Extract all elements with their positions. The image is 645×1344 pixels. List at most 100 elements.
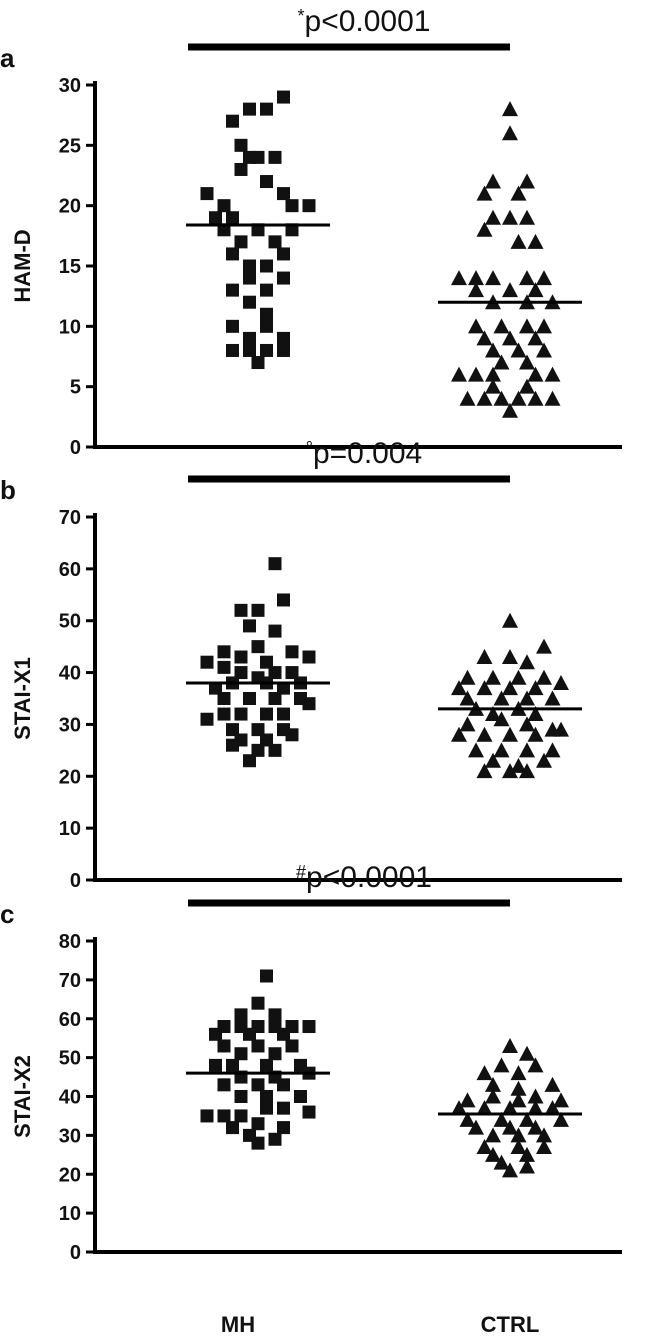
y-tick-label: 60 [59, 559, 81, 581]
data-point-mh [217, 223, 231, 237]
significance-pvalue: p=0.004 [313, 437, 422, 470]
y-tick-label: 20 [59, 196, 81, 218]
data-point-mh [277, 343, 290, 357]
significance-symbol: * [298, 6, 305, 26]
y-tick-label: 5 [70, 377, 81, 399]
data-point-ctrl [459, 716, 476, 732]
data-point-ctrl [536, 342, 552, 358]
data-point-ctrl [459, 1111, 476, 1127]
data-point-ctrl [476, 1139, 493, 1155]
data-point-ctrl [527, 726, 544, 742]
data-point-mh [243, 1027, 256, 1041]
data-point-ctrl [510, 669, 527, 685]
data-point-mh [302, 650, 316, 664]
data-point-mh [285, 645, 299, 659]
data-point-mh [234, 707, 248, 721]
data-point-ctrl [476, 330, 493, 346]
data-point-mh [217, 707, 231, 721]
data-point-ctrl [468, 318, 484, 334]
data-point-ctrl [519, 716, 535, 732]
data-point-mh [217, 660, 231, 674]
data-point-mh [234, 1090, 248, 1103]
y-tick-label: 40 [59, 663, 81, 685]
y-axis-label: HAM-D [10, 229, 35, 302]
data-point-ctrl [493, 742, 510, 758]
data-point-ctrl [519, 354, 535, 370]
data-point-mh [285, 1039, 299, 1053]
data-point-ctrl [459, 390, 476, 406]
data-point-mh [260, 343, 273, 357]
data-point-ctrl [502, 330, 518, 346]
data-point-mh [277, 707, 290, 721]
data-point-ctrl [553, 1111, 569, 1127]
data-point-mh [268, 235, 282, 249]
data-point-ctrl [519, 209, 535, 225]
y-tick-label: 50 [59, 611, 81, 633]
data-point-ctrl [519, 1045, 535, 1061]
data-point-mh [251, 150, 265, 164]
data-point-mh [226, 319, 239, 333]
panel-letter: b [0, 475, 16, 505]
y-tick-label: 0 [70, 1242, 81, 1264]
significance-symbol: # [296, 862, 306, 882]
data-point-ctrl [510, 185, 527, 201]
data-point-mh [234, 1109, 248, 1123]
x-category-label-mh: MH [221, 1312, 255, 1337]
data-point-ctrl [468, 366, 484, 382]
data-point-mh [209, 1058, 222, 1072]
data-point-mh [285, 728, 299, 742]
data-point-mh [243, 754, 256, 768]
data-point-ctrl [476, 649, 493, 665]
data-point-ctrl [510, 233, 527, 249]
data-point-ctrl [502, 282, 518, 298]
data-point-ctrl [527, 706, 544, 722]
data-point-mh [277, 247, 290, 261]
data-point-ctrl [527, 1057, 544, 1073]
significance-text: #p<0.0001 [296, 861, 432, 894]
data-point-mh [268, 1008, 282, 1022]
data-point-mh [268, 1047, 282, 1061]
y-tick-label: 40 [59, 1087, 81, 1109]
y-tick-label: 80 [59, 931, 81, 953]
data-point-ctrl [493, 1154, 510, 1170]
data-point-ctrl [485, 1088, 501, 1104]
data-point-mh [260, 707, 273, 721]
data-point-mh [217, 692, 231, 705]
data-point-mh [268, 666, 282, 680]
data-point-mh [217, 645, 231, 659]
data-point-ctrl [476, 1065, 493, 1081]
data-point-ctrl [510, 390, 527, 406]
data-point-mh [226, 1121, 239, 1135]
data-point-mh [251, 640, 265, 654]
data-point-ctrl [485, 209, 501, 225]
data-point-ctrl [510, 1139, 527, 1155]
data-point-ctrl [553, 1092, 569, 1108]
data-point-ctrl [527, 233, 544, 249]
data-point-mh [243, 295, 256, 309]
data-point-ctrl [510, 1080, 527, 1096]
data-point-mh [243, 692, 256, 705]
data-point-ctrl [476, 763, 493, 779]
data-point-ctrl [519, 763, 535, 779]
data-point-ctrl [485, 1127, 501, 1143]
data-point-mh [251, 996, 265, 1010]
data-point-ctrl [519, 270, 535, 286]
data-point-ctrl [544, 1076, 561, 1092]
data-point-mh [209, 1027, 222, 1041]
data-point-mh [277, 681, 290, 695]
data-point-ctrl [502, 1037, 518, 1053]
data-point-ctrl [502, 209, 518, 225]
data-point-ctrl [485, 1076, 501, 1092]
data-point-mh [217, 1078, 231, 1092]
data-point-ctrl [459, 690, 476, 706]
data-point-mh [260, 283, 273, 297]
data-point-ctrl [519, 173, 535, 189]
data-point-mh [251, 356, 265, 370]
data-point-ctrl [502, 726, 518, 742]
data-point-mh [226, 723, 239, 737]
data-point-ctrl [519, 378, 535, 394]
y-tick-label: 10 [59, 818, 81, 840]
data-point-ctrl [468, 742, 484, 758]
data-point-ctrl [451, 366, 467, 382]
data-point-ctrl [451, 726, 467, 742]
